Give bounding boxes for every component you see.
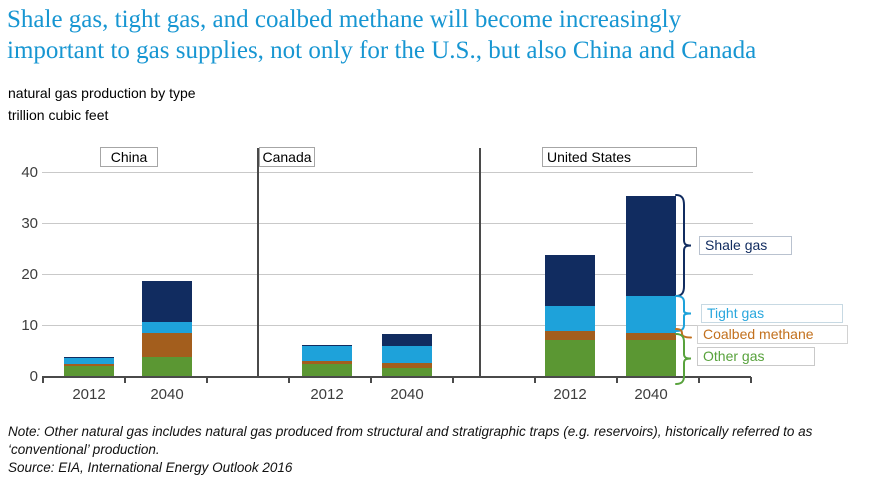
- bar-segment-united-states-2012-tight-gas: [545, 306, 595, 331]
- legend-label-tight-gas: Tight gas: [701, 304, 843, 323]
- bar-segment-united-states-2040-other-gas: [626, 339, 676, 377]
- gridline-10: [42, 325, 753, 326]
- chart-subtitle: natural gas production by type: [8, 85, 196, 101]
- gridline-20: [42, 274, 753, 275]
- panel-divider-canada-us: [479, 148, 481, 377]
- tight-gas-brace-icon: [675, 295, 692, 332]
- x-axis-tick: [750, 377, 752, 383]
- legend-label-shale-gas: Shale gas: [699, 236, 792, 255]
- chart-headline-line2: important to gas supplies, not only for …: [7, 37, 757, 64]
- bar-segment-china-2012-coalbed-methane: [64, 363, 114, 366]
- bar-segment-china-2012-other-gas: [64, 365, 114, 377]
- note-text-line1: Note: Other natural gas includes natural…: [8, 424, 813, 439]
- bar-segment-united-states-2040-shale-gas: [626, 196, 676, 296]
- panel-label-canada: Canada: [259, 147, 315, 167]
- bar-segment-china-2040-coalbed-methane: [142, 332, 192, 358]
- shale-gas-brace-icon: [675, 194, 692, 297]
- bar-segment-canada-2040-other-gas: [382, 368, 432, 377]
- x-axis-year-label: 2012: [72, 386, 106, 403]
- x-axis-tick: [288, 377, 290, 383]
- bar-segment-china-2012-tight-gas: [64, 357, 114, 364]
- bar-segment-united-states-2012-shale-gas: [545, 255, 595, 307]
- x-axis-tick: [124, 377, 126, 383]
- bar-segment-canada-2012-tight-gas: [302, 345, 352, 362]
- bar-segment-china-2040-shale-gas: [142, 281, 192, 322]
- bar-segment-canada-2012-other-gas: [302, 364, 352, 377]
- chart-units-label: trillion cubic feet: [8, 107, 109, 123]
- gridline-40: [42, 172, 753, 173]
- legend-label-coalbed-methane: Coalbed methane: [697, 325, 848, 344]
- x-axis-tick: [370, 377, 372, 383]
- y-axis-tick-label: 40: [21, 163, 38, 181]
- other-gas-brace-icon: [675, 333, 692, 385]
- bar-segment-united-states-2040-coalbed-methane: [626, 333, 676, 340]
- bar-segment-china-2040-tight-gas: [142, 321, 192, 333]
- source-text: Source: EIA, International Energy Outloo…: [8, 460, 293, 475]
- x-axis-year-label: 2040: [390, 386, 424, 403]
- x-axis-line: [42, 376, 751, 378]
- bar-segment-canada-2012-coalbed-methane: [302, 361, 352, 365]
- bar-segment-china-2012-shale-gas: [64, 356, 114, 358]
- panel-label-china: China: [100, 147, 158, 167]
- chart-headline-line1: Shale gas, tight gas, and coalbed methan…: [7, 6, 682, 33]
- bar-segment-united-states-2012-coalbed-methane: [545, 330, 595, 340]
- bar-segment-canada-2040-shale-gas: [382, 333, 432, 347]
- note-text-line2: ‘conventional’ production.: [8, 442, 160, 457]
- x-axis-tick: [534, 377, 536, 383]
- x-axis-tick: [42, 377, 44, 383]
- x-axis-year-label: 2012: [553, 386, 587, 403]
- coalbed-methane-brace-icon: [675, 328, 692, 339]
- chart-headline: Shale gas, tight gas, and coalbed methan…: [7, 4, 882, 66]
- x-axis-tick: [206, 377, 208, 383]
- bar-segment-canada-2012-shale-gas: [302, 344, 352, 346]
- y-axis-tick-label: 0: [29, 367, 38, 385]
- bar-segment-united-states-2040-tight-gas: [626, 295, 676, 334]
- bar-segment-united-states-2012-other-gas: [545, 339, 595, 377]
- bar-segment-canada-2040-tight-gas: [382, 346, 432, 364]
- x-axis-year-label: 2040: [634, 386, 668, 403]
- x-axis-year-label: 2040: [150, 386, 184, 403]
- x-axis-tick: [698, 377, 700, 383]
- panel-label-united-states: United States: [542, 147, 697, 167]
- x-axis-year-label: 2012: [310, 386, 344, 403]
- bar-segment-china-2040-other-gas: [142, 357, 192, 377]
- x-axis-tick: [616, 377, 618, 383]
- y-axis-tick-label: 10: [21, 316, 38, 334]
- x-axis-tick: [452, 377, 454, 383]
- legend-label-other-gas: Other gas: [697, 347, 815, 366]
- y-axis-tick-label: 20: [21, 265, 38, 283]
- bar-segment-canada-2040-coalbed-methane: [382, 363, 432, 369]
- panel-divider-china-canada: [257, 148, 259, 377]
- y-axis-tick-label: 30: [21, 214, 38, 232]
- gridline-30: [42, 223, 753, 224]
